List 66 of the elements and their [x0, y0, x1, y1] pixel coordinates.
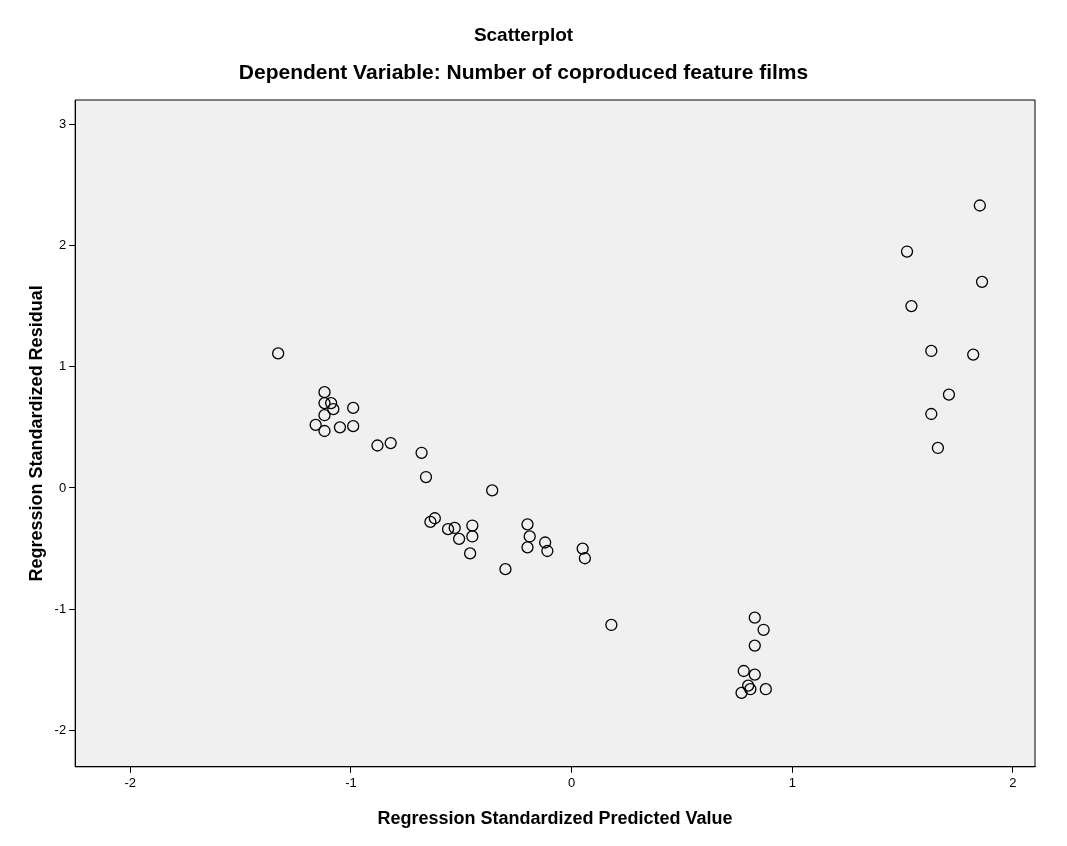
- point: [759, 683, 772, 696]
- x-tick-label: -1: [345, 775, 357, 791]
- y-tick-label: 3: [58, 115, 67, 131]
- point: [419, 470, 433, 484]
- y-tick-label: -1: [54, 600, 67, 616]
- point: [463, 547, 477, 560]
- y-tick-label: -2: [54, 722, 67, 738]
- point: [748, 639, 761, 652]
- point: [925, 407, 938, 421]
- point: [757, 623, 770, 636]
- point: [735, 686, 748, 699]
- point: [324, 396, 338, 410]
- x-axis-title: Regression Standardized Predicted Value: [377, 808, 733, 829]
- y-tick-label: 2: [58, 237, 67, 253]
- point: [748, 668, 761, 681]
- point: [521, 541, 534, 554]
- point: [428, 512, 441, 525]
- point: [576, 542, 589, 555]
- point: [742, 679, 755, 692]
- point: [415, 446, 428, 459]
- point: [523, 530, 536, 543]
- point: [309, 418, 322, 432]
- point: [499, 563, 512, 576]
- point: [539, 536, 552, 549]
- point: [318, 424, 331, 438]
- point: [318, 396, 331, 410]
- point: [737, 664, 750, 678]
- point: [748, 611, 761, 624]
- point: [466, 519, 479, 532]
- chart-subtitle: Dependent Variable: Number of coproduced feature films: [238, 60, 809, 84]
- point: [605, 618, 618, 632]
- x-tick-label: -2: [124, 775, 137, 791]
- point: [452, 532, 466, 546]
- y-tick-label: 0: [58, 479, 67, 495]
- point: [371, 439, 384, 452]
- point: [347, 419, 360, 433]
- point: [521, 518, 534, 531]
- point: [448, 521, 461, 535]
- point: [318, 409, 331, 422]
- point: [905, 299, 918, 313]
- point: [347, 401, 360, 415]
- point: [744, 683, 757, 696]
- point: [931, 441, 945, 455]
- y-tick-label: 1: [58, 358, 67, 374]
- point: [942, 388, 956, 401]
- point: [333, 421, 347, 434]
- point: [424, 515, 437, 529]
- point: [973, 199, 986, 212]
- x-tick-label: 0: [568, 775, 576, 791]
- point: [486, 484, 499, 497]
- point: [384, 436, 397, 450]
- point: [967, 348, 980, 361]
- point: [318, 386, 331, 399]
- point: [900, 245, 914, 258]
- point: [975, 275, 989, 289]
- point: [272, 347, 285, 360]
- point: [466, 530, 479, 543]
- point: [925, 344, 938, 358]
- point: [327, 403, 340, 416]
- y-axis-title: Regression Standardized Residual: [25, 285, 46, 582]
- x-tick-label: 2: [1009, 775, 1017, 791]
- point: [578, 552, 592, 565]
- point: [441, 523, 455, 536]
- point: [541, 544, 554, 558]
- chart-title: Scatterplot: [473, 23, 574, 45]
- x-tick-label: 1: [788, 775, 796, 791]
